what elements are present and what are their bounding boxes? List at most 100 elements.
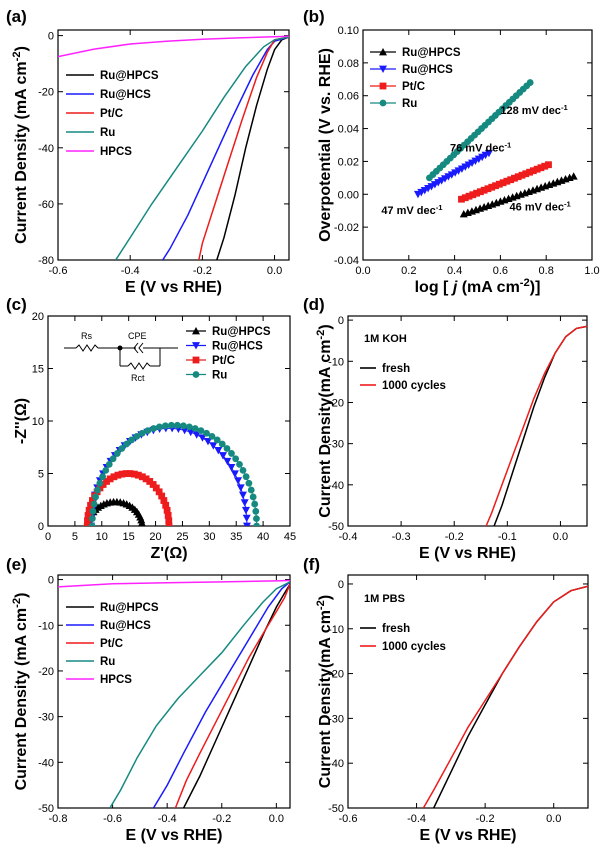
panel-label: (f): [303, 555, 320, 574]
plot-frame: [362, 29, 593, 261]
data-point: [545, 161, 552, 169]
legend-label: Ru: [100, 656, 115, 668]
legend-label: Ru@HPCS: [100, 602, 159, 614]
y-tick-label: -20: [38, 666, 54, 678]
plot-frame: [347, 574, 589, 809]
legend-label: Ru: [212, 370, 227, 382]
panel-label: (b): [303, 7, 325, 26]
series-line-Ru@HPCS: [182, 583, 290, 808]
y-axis-label: Current Density(mA cm-2): [315, 324, 334, 517]
data-point: [499, 179, 507, 187]
legend: Ru@HPCS Ru@HCS Pt/C Ru HPCS: [66, 602, 159, 686]
rs-label: Rs: [81, 331, 92, 341]
y-tick-label: 0.02: [338, 156, 359, 168]
y-axis-label: Current Density(mA cm-2): [315, 595, 334, 788]
resistor-rs: [75, 344, 99, 352]
data-point: [526, 79, 534, 86]
x-tick-label: -0.4: [158, 813, 177, 825]
y-tick-label: 0: [38, 521, 44, 533]
legend-marker: [192, 342, 200, 350]
data-point: [533, 165, 541, 173]
x-tick-label: 0.0: [267, 265, 282, 277]
x-tick-label: 0.0: [355, 265, 370, 277]
legend-label: HPCS: [100, 674, 132, 686]
y-tick-label: 5: [38, 469, 44, 481]
legend: Ru@HPCS Ru@HCS Pt/C Ru: [370, 47, 461, 110]
slope-annotation: 47 mV dec-1: [381, 203, 443, 218]
y-tick-label: -30: [328, 439, 344, 451]
y-tick-label: -50: [38, 803, 54, 815]
x-tick-label: 30: [203, 531, 215, 543]
y-tick-label: -40: [38, 757, 54, 769]
x-tick-label: 25: [176, 531, 188, 543]
x-tick-label: 0.0: [546, 813, 561, 825]
data-point: [484, 149, 493, 158]
x-tick-label: -0.4: [121, 265, 140, 277]
x-axis-label: E (V vs RHE): [125, 279, 222, 296]
y-tick-label: -40: [38, 143, 54, 155]
y-tick-label: 0: [338, 315, 344, 327]
x-tick-label: -0.6: [49, 265, 68, 277]
data-point: [488, 183, 496, 191]
x-axis-label: Z'(Ω): [150, 545, 187, 562]
x-tick-label: 0.0: [269, 813, 284, 825]
series-line-1000 cycles: [422, 585, 588, 808]
series-line-Ru: [91, 424, 258, 526]
legend: Ru@HPCS Ru@HCS Pt/C Ru HPCS: [66, 70, 159, 158]
legend-marker: [379, 82, 387, 90]
y-tick-label: 15: [32, 364, 44, 376]
y-tick-label: -20: [328, 669, 344, 681]
x-axis-label: E (V vs RHE): [126, 827, 223, 844]
legend-label: Ru@HCS: [100, 89, 151, 101]
legend-label: HPCS: [100, 146, 132, 158]
legend-marker: [379, 65, 387, 73]
legend: fresh 1000 cycles: [360, 363, 446, 392]
data-point: [469, 191, 477, 199]
y-tick-label: -0.04: [334, 255, 359, 267]
y-axis-label: Current Density (mA cm-2): [11, 46, 30, 244]
y-tick-label: 0: [338, 579, 344, 591]
data-point: [492, 182, 499, 190]
series-line-HPCS: [58, 35, 289, 58]
x-tick-label: 5: [72, 531, 78, 543]
legend-marker: [192, 371, 200, 378]
legend-label: Ru@HCS: [100, 620, 151, 632]
legend-label: Pt/C: [100, 638, 123, 650]
y-axis-label: Current Density (mA cm-2): [11, 593, 30, 791]
y-tick-label: 0.00: [338, 189, 359, 201]
panel-label: (a): [6, 7, 27, 26]
y-tick-label: -10: [38, 620, 54, 632]
y-tick-label: -10: [328, 624, 344, 636]
data-point: [484, 185, 492, 193]
x-tick-label: -0.6: [103, 813, 122, 825]
slope-annotation: 128 mV dec-1: [500, 102, 568, 117]
y-tick-label: -30: [38, 712, 54, 724]
series-group: [422, 585, 588, 808]
series-line-HPCS: [58, 579, 290, 588]
data-point: [541, 162, 549, 170]
x-tick-label: 10: [96, 531, 108, 543]
series-line-Ru: [115, 36, 289, 260]
x-tick-label: 0.2: [401, 265, 416, 277]
y-tick-label: -50: [328, 803, 344, 815]
x-tick-label: 0.6: [493, 265, 508, 277]
plot-frame: [57, 574, 291, 809]
x-tick-label: 1.0: [584, 265, 599, 277]
series-line-fresh: [493, 325, 587, 526]
y-tick-label: 0.06: [338, 91, 359, 103]
x-tick-label: 0.0: [553, 531, 568, 543]
data-point: [458, 195, 465, 203]
data-point: [461, 194, 469, 202]
legend-label: Pt/C: [100, 108, 123, 120]
y-tick-label: -30: [328, 713, 344, 725]
y-tick-label: -60: [38, 199, 54, 211]
equivalent-circuit: Rs CPE Rct: [64, 331, 178, 383]
y-tick-label: -40: [328, 480, 344, 492]
y-tick-label: 0.10: [338, 25, 359, 37]
cpe-element: [133, 342, 139, 354]
slope-annotation: 46 mV dec-1: [510, 199, 572, 214]
data-point: [511, 174, 518, 182]
x-axis-label: E (V vs RHE): [419, 545, 516, 562]
data-point: [518, 171, 526, 179]
